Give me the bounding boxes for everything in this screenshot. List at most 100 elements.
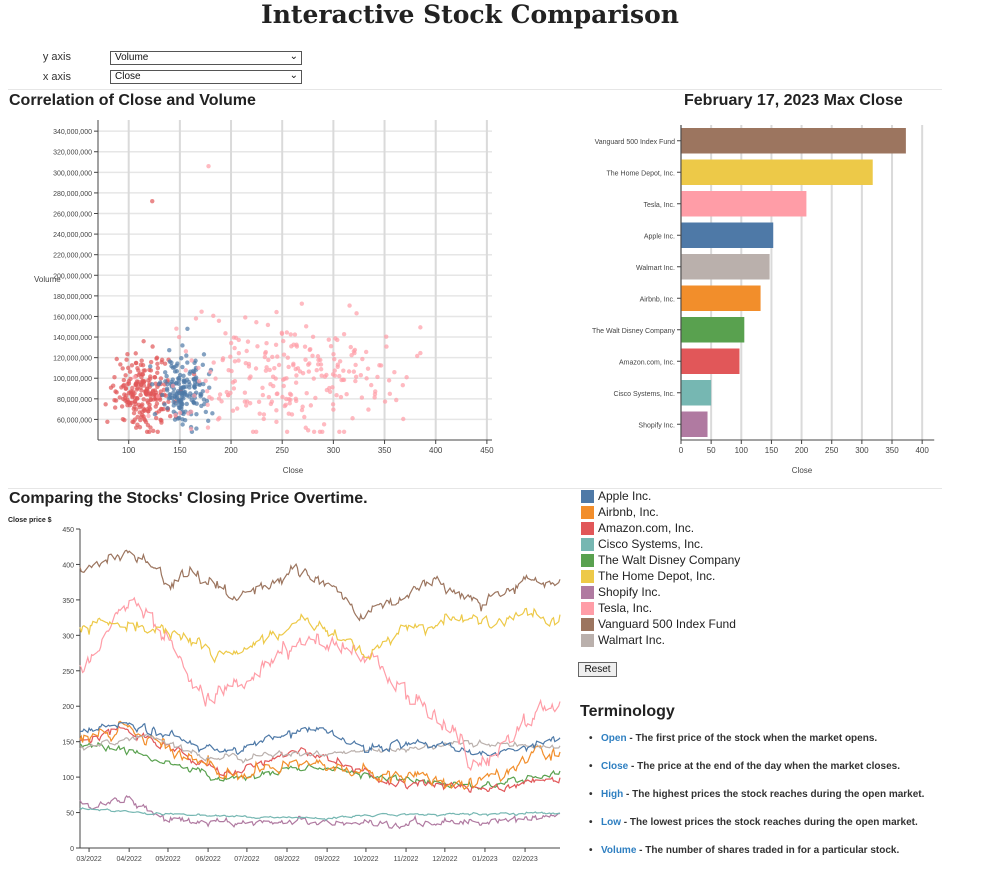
scatter-point[interactable]	[384, 344, 389, 349]
scatter-point[interactable]	[141, 339, 146, 344]
scatter-point[interactable]	[155, 429, 160, 434]
scatter-point[interactable]	[299, 407, 305, 413]
scatter-point[interactable]	[353, 378, 358, 384]
scatter-point[interactable]	[344, 392, 349, 397]
scatter-point[interactable]	[132, 404, 137, 410]
scatter-point[interactable]	[134, 425, 139, 430]
scatter-point[interactable]	[215, 417, 221, 422]
scatter-point[interactable]	[159, 357, 165, 363]
scatter-point[interactable]	[303, 425, 308, 430]
series-line[interactable]	[79, 807, 561, 822]
scatter-point[interactable]	[311, 376, 316, 381]
scatter-point[interactable]	[314, 368, 319, 373]
scatter-point[interactable]	[261, 412, 267, 417]
scatter-point[interactable]	[179, 406, 184, 411]
scatter-point[interactable]	[352, 350, 357, 356]
scatter-point[interactable]	[263, 368, 269, 373]
scatter-point[interactable]	[375, 374, 380, 380]
scatter-point[interactable]	[253, 366, 259, 371]
scatter-point[interactable]	[165, 406, 170, 411]
scatter-point[interactable]	[300, 370, 306, 376]
scatter-point[interactable]	[274, 391, 280, 397]
scatter-point[interactable]	[347, 303, 352, 308]
scatter-point[interactable]	[155, 365, 161, 371]
scatter-point[interactable]	[315, 354, 321, 359]
scatter-point[interactable]	[286, 364, 291, 370]
series-line[interactable]	[79, 549, 561, 622]
scatter-point[interactable]	[272, 365, 277, 371]
scatter-point[interactable]	[200, 362, 206, 368]
scatter-point[interactable]	[302, 414, 307, 420]
scatter-point[interactable]	[324, 372, 329, 378]
scatter-point[interactable]	[160, 392, 165, 398]
scatter-point[interactable]	[217, 392, 223, 397]
scatter-point[interactable]	[276, 362, 282, 368]
scatter-point[interactable]	[135, 414, 140, 420]
scatter-point[interactable]	[386, 378, 392, 383]
scatter-point[interactable]	[129, 363, 135, 368]
scatter-point[interactable]	[133, 351, 138, 356]
scatter-point[interactable]	[334, 393, 339, 398]
scatter-point[interactable]	[281, 352, 287, 357]
scatter-point[interactable]	[133, 360, 139, 366]
scatter-point[interactable]	[327, 385, 332, 391]
scatter-point[interactable]	[369, 382, 374, 388]
scatter-point[interactable]	[353, 362, 358, 368]
scatter-point[interactable]	[153, 415, 159, 421]
scatter-point[interactable]	[151, 428, 156, 434]
scatter-point[interactable]	[138, 382, 144, 387]
scatter-point[interactable]	[350, 416, 355, 421]
scatter-point[interactable]	[285, 355, 290, 360]
scatter-point[interactable]	[147, 429, 152, 434]
scatter-point[interactable]	[139, 388, 144, 393]
y-axis-select[interactable]: Volume ⌄	[110, 51, 302, 65]
scatter-point[interactable]	[243, 403, 249, 408]
scatter-point[interactable]	[311, 429, 317, 434]
scatter-point[interactable]	[281, 383, 286, 389]
scatter-point[interactable]	[164, 373, 169, 379]
scatter-point[interactable]	[208, 369, 213, 375]
scatter-point[interactable]	[143, 390, 149, 396]
scatter-point[interactable]	[134, 387, 140, 392]
scatter-point[interactable]	[337, 373, 342, 379]
scatter-point[interactable]	[174, 326, 179, 331]
scatter-point[interactable]	[257, 411, 262, 416]
bar[interactable]	[681, 380, 712, 406]
scatter-point[interactable]	[289, 412, 295, 417]
scatter-point[interactable]	[294, 373, 299, 378]
scatter-point[interactable]	[200, 389, 206, 394]
scatter-point[interactable]	[189, 358, 194, 363]
scatter-point[interactable]	[288, 332, 293, 337]
scatter-point[interactable]	[280, 394, 285, 400]
scatter-point[interactable]	[177, 372, 183, 378]
x-axis-select[interactable]: Close ⌄	[110, 70, 302, 84]
scatter-point[interactable]	[236, 350, 242, 356]
scatter-point[interactable]	[162, 361, 168, 366]
scatter-point[interactable]	[146, 378, 151, 383]
scatter-point[interactable]	[216, 396, 222, 401]
scatter-point[interactable]	[254, 320, 259, 325]
scatter-point[interactable]	[273, 376, 278, 381]
scatter-point[interactable]	[185, 326, 190, 331]
scatter-point[interactable]	[372, 395, 377, 400]
scatter-point[interactable]	[133, 381, 139, 386]
scatter-point[interactable]	[167, 348, 172, 353]
scatter-point[interactable]	[244, 348, 249, 354]
scatter-point[interactable]	[228, 390, 233, 396]
scatter-point[interactable]	[210, 411, 215, 416]
scatter-point[interactable]	[348, 344, 353, 350]
scatter-point[interactable]	[266, 394, 272, 400]
scatter-point[interactable]	[194, 411, 199, 417]
series-line[interactable]	[79, 722, 561, 757]
scatter-point[interactable]	[131, 419, 136, 425]
scatter-point[interactable]	[354, 311, 359, 316]
scatter-point[interactable]	[172, 417, 178, 422]
scatter-point[interactable]	[130, 385, 135, 391]
scatter-point[interactable]	[137, 424, 143, 430]
scatter-point[interactable]	[321, 422, 327, 427]
scatter-point[interactable]	[138, 362, 144, 367]
scatter-point[interactable]	[132, 399, 138, 404]
scatter-point[interactable]	[394, 397, 399, 403]
scatter-point[interactable]	[308, 403, 314, 408]
scatter-point[interactable]	[360, 356, 365, 362]
